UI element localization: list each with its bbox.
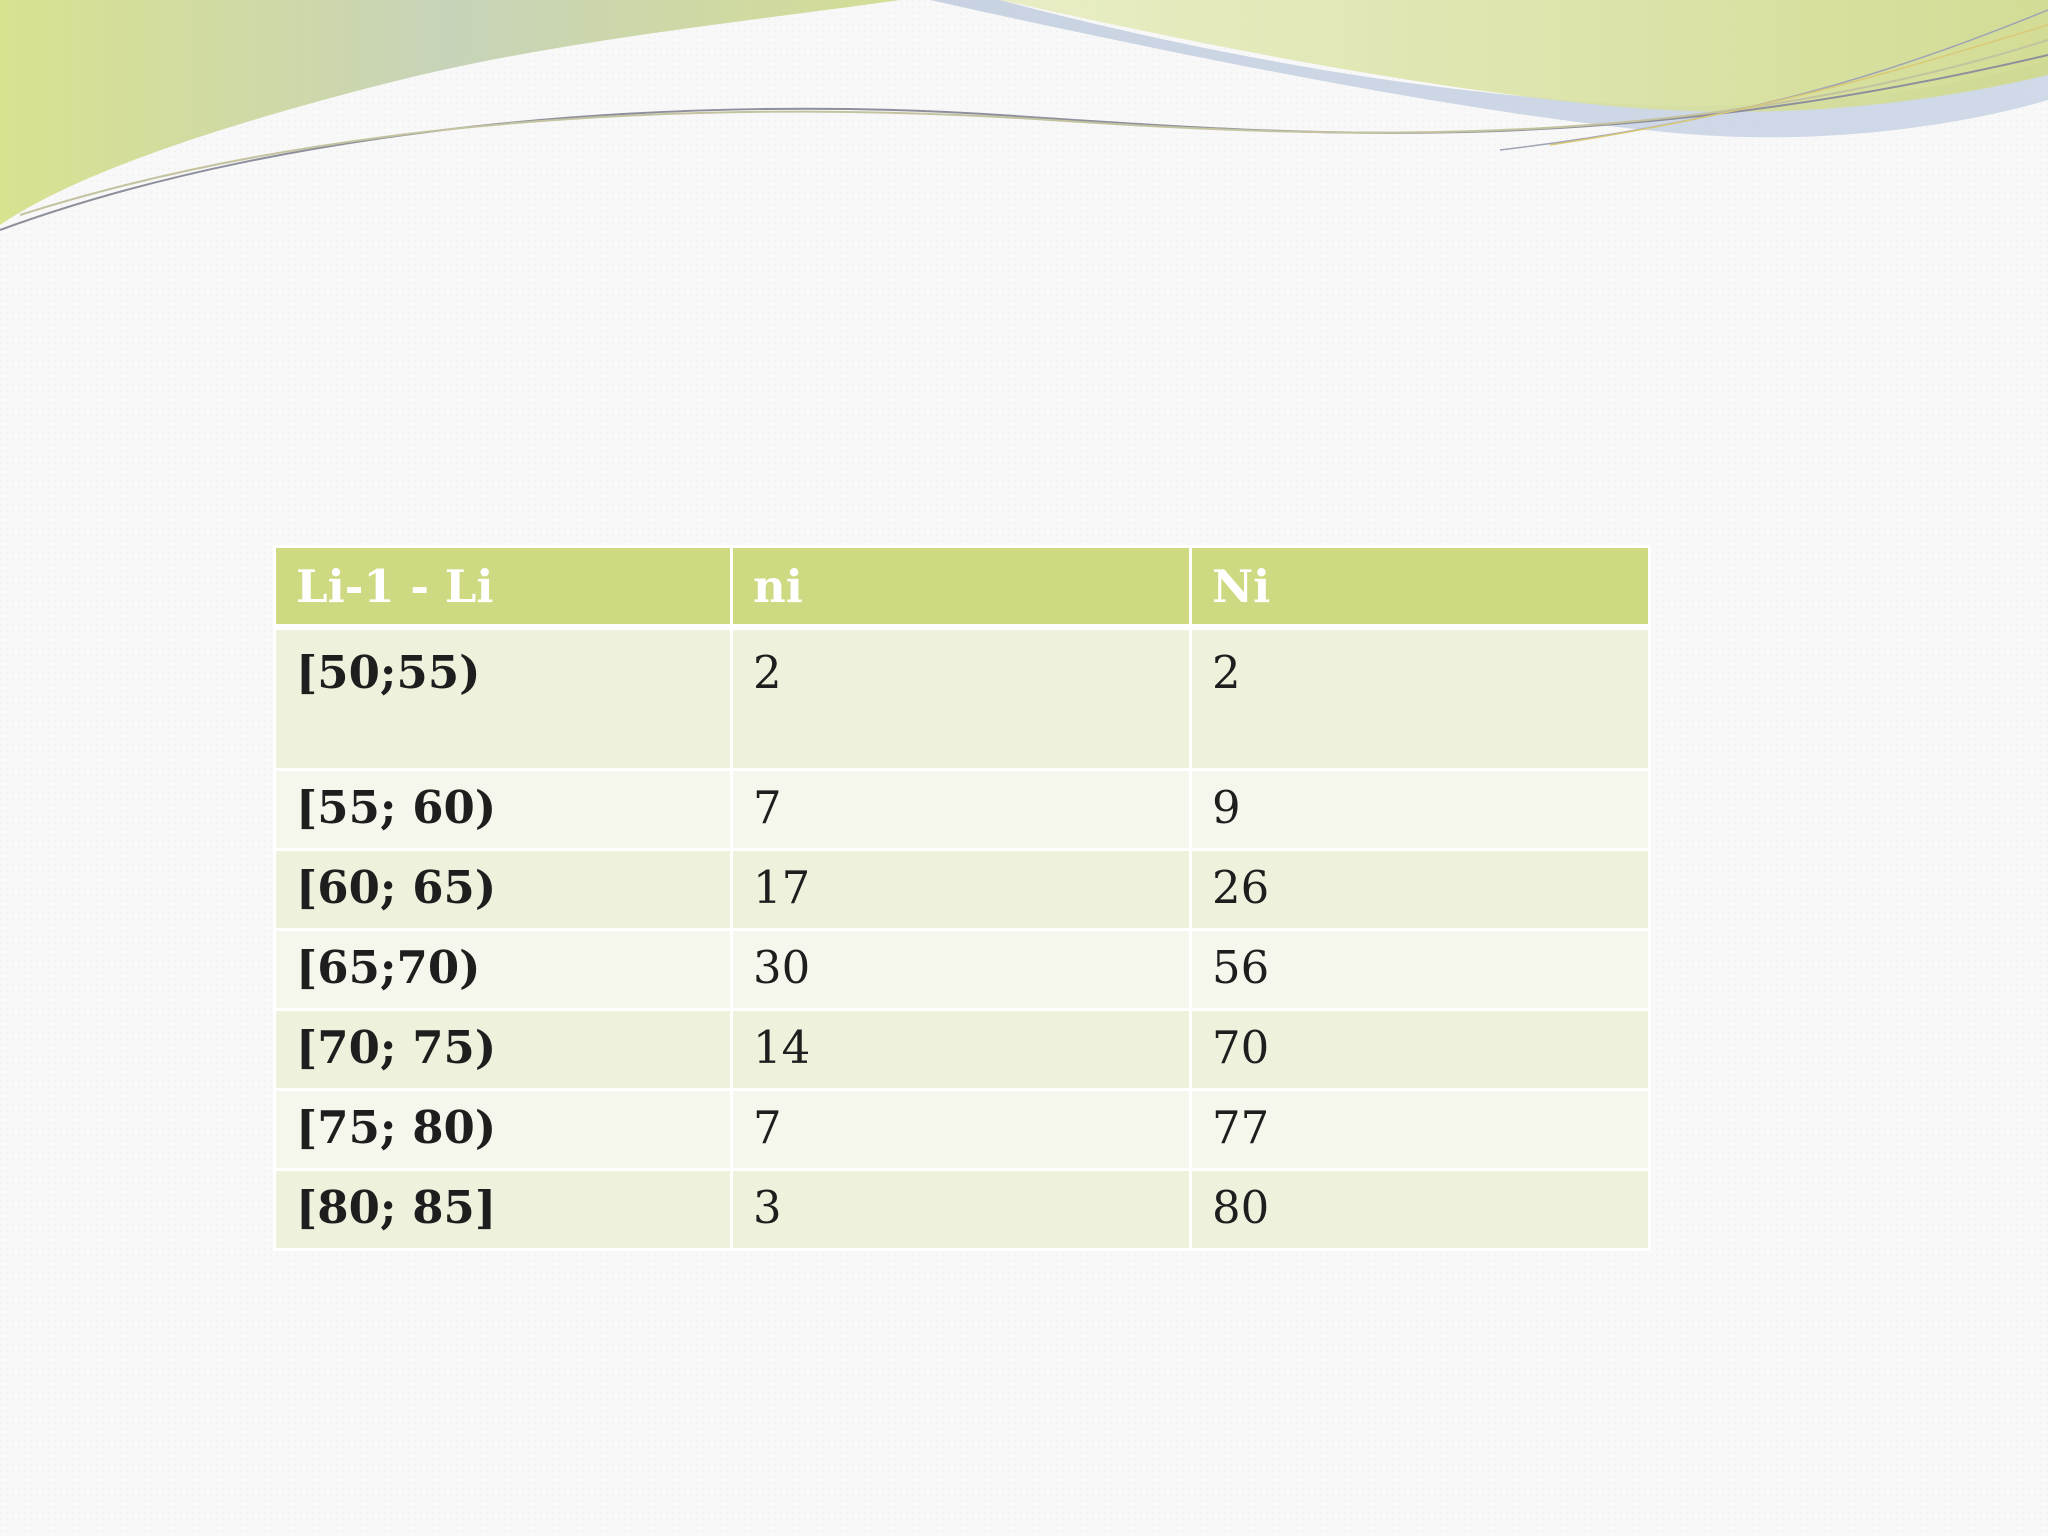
Ni-cell: 9 [1189,768,1651,851]
header-interval: Li-1 - Li [273,545,733,630]
Ni-cell: 80 [1189,1168,1651,1251]
interval-cell: [50;55) [273,625,733,771]
Ni-cell: 70 [1189,1008,1651,1091]
header-ni: ni [730,545,1192,630]
interval-cell: [80; 85] [273,1168,733,1251]
wave-line-4 [1549,24,2048,146]
wave-blue-band [0,0,2048,138]
table-row: [60; 65) 17 26 [273,848,1651,931]
Ni-cell: 56 [1189,928,1651,1011]
interval-cell: [60; 65) [273,848,733,931]
frequency-table: Li-1 - Li ni Ni [50;55) 2 2 [55; 60) 7 9… [273,545,1651,1251]
ni-cell: 17 [730,848,1192,931]
ni-cell: 2 [730,625,1192,771]
table-row: [50;55) 2 2 [273,625,1651,771]
wave-left-fill [0,0,900,225]
table-row: [65;70) 30 56 [273,928,1651,1011]
Ni-cell: 77 [1189,1088,1651,1171]
header-Ni: Ni [1189,545,1651,630]
table-row: [55; 60) 7 9 [273,768,1651,851]
table-header-row: Li-1 - Li ni Ni [273,545,1651,630]
ni-cell: 7 [730,768,1192,851]
interval-cell: [65;70) [273,928,733,1011]
table-row: [75; 80) 7 77 [273,1088,1651,1171]
table-row: [80; 85] 3 80 [273,1168,1651,1251]
wave-line-2 [19,39,2048,216]
Ni-cell: 2 [1189,625,1651,771]
wave-line-1 [0,54,2048,231]
interval-cell: [70; 75) [273,1008,733,1091]
interval-cell: [55; 60) [273,768,733,851]
ni-cell: 7 [730,1088,1192,1171]
ni-cell: 14 [730,1008,1192,1091]
decorative-wave-banner [0,0,2048,231]
ni-cell: 3 [730,1168,1192,1251]
Ni-cell: 26 [1189,848,1651,931]
table-row: [70; 75) 14 70 [273,1008,1651,1091]
wave-right-fill [1000,0,2048,112]
ni-cell: 30 [730,928,1192,1011]
wave-line-3 [1499,9,2048,151]
interval-cell: [75; 80) [273,1088,733,1171]
